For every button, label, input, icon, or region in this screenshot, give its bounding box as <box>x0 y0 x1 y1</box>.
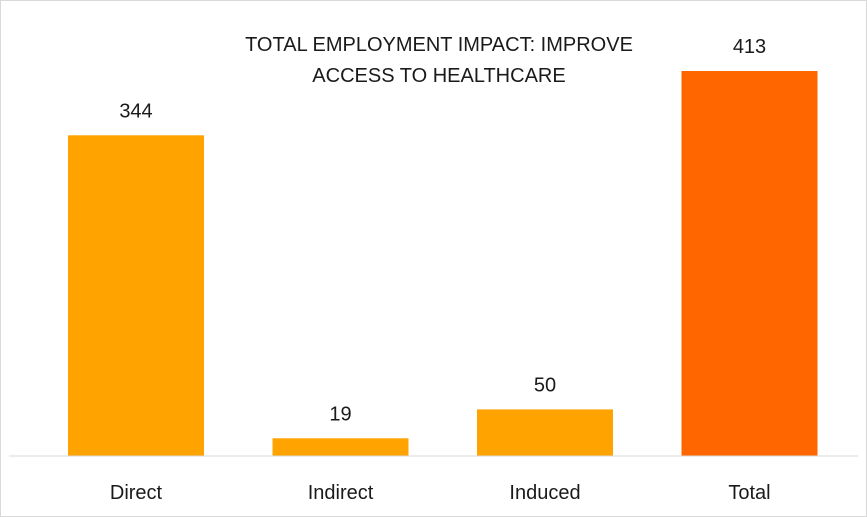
bars-group <box>68 71 818 457</box>
category-label-induced: Induced <box>509 482 580 504</box>
category-label-direct: Direct <box>110 482 163 504</box>
chart-title-line-1: TOTAL EMPLOYMENT IMPACT: IMPROVE <box>245 34 633 56</box>
data-label-direct: 344 <box>119 100 152 122</box>
chart-title-line-2: ACCESS TO HEALTHCARE <box>312 65 565 87</box>
data-labels-group: 344 19 50 413 <box>119 36 766 425</box>
bar-indirect <box>272 438 409 456</box>
data-label-total: 413 <box>733 36 766 58</box>
chart-title: TOTAL EMPLOYMENT IMPACT: IMPROVE ACCESS … <box>245 34 633 87</box>
bar-induced <box>477 409 613 456</box>
data-label-induced: 50 <box>534 374 556 396</box>
bar-direct <box>68 135 204 457</box>
category-label-total: Total <box>728 482 770 504</box>
category-label-indirect: Indirect <box>308 482 374 504</box>
data-label-indirect: 19 <box>329 403 351 425</box>
bar-total <box>681 71 818 456</box>
category-labels-group: Direct Indirect Induced Total <box>110 482 771 504</box>
